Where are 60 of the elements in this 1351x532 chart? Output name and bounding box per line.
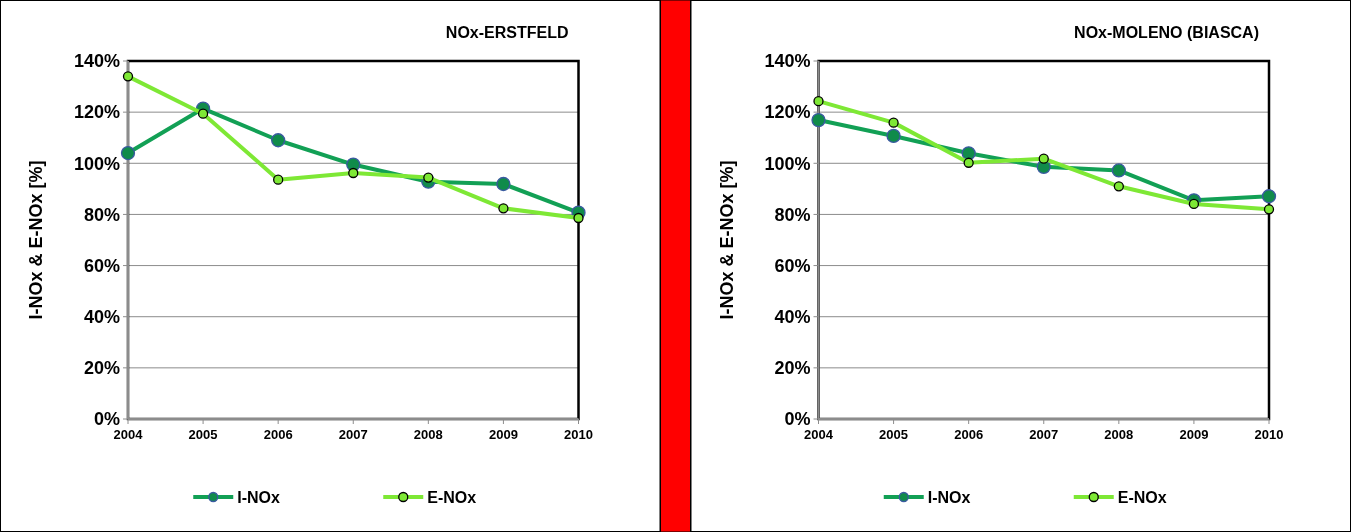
y-axis-title: I-NOx & E-NOx [%] (26, 160, 46, 320)
x-tick-label: 2008 (413, 427, 443, 442)
y-tick-label: 0% (93, 409, 120, 430)
point (273, 174, 284, 185)
point (1038, 153, 1049, 164)
x-tick-label: 2006 (954, 427, 984, 442)
y-tick-label: 0% (784, 409, 811, 430)
chart-title: NOx-ERSTFELD (445, 24, 569, 41)
y-tick-label: 60% (774, 255, 811, 276)
x-tick-label: 2009 (488, 427, 518, 442)
point (963, 157, 974, 168)
x-tick-label: 2005 (188, 427, 218, 442)
y-axis-title: I-NOx & E-NOx [%] (716, 160, 737, 320)
legend-label: I-NOx (237, 488, 281, 506)
point (271, 133, 286, 148)
point (1261, 189, 1277, 204)
point (573, 212, 584, 224)
y-tick-label: 140% (73, 51, 120, 72)
y-tick-label: 80% (83, 204, 120, 225)
point (961, 146, 976, 161)
point (886, 128, 901, 144)
point (348, 167, 359, 179)
legend-label: E-NOx (1117, 488, 1167, 506)
y-tick-label: 80% (774, 204, 811, 225)
y-tick-label: 40% (83, 307, 120, 328)
point (1188, 198, 1200, 210)
y-tick-label: 100% (764, 153, 811, 174)
x-tick-label: 2006 (263, 427, 293, 442)
x-tick-label: 2010 (1254, 427, 1284, 442)
point (120, 145, 136, 161)
y-tick-label: 20% (774, 358, 811, 379)
chart-title: NOx-MOLENO (BIASCA) (1074, 24, 1259, 41)
y-tick-label: 100% (73, 153, 120, 174)
point (813, 96, 824, 107)
x-tick-label: 2007 (338, 427, 368, 442)
x-tick-label: 2007 (1029, 427, 1059, 442)
x-tick-label: 2005 (879, 427, 909, 442)
point (1113, 181, 1124, 192)
x-tick-label: 2004 (113, 427, 144, 442)
y-tick-label: 20% (83, 358, 120, 379)
x-tick-label: 2009 (1179, 427, 1209, 442)
y-tick-label: 40% (774, 307, 811, 328)
point (496, 176, 511, 192)
point (811, 112, 826, 128)
y-tick-label: 60% (83, 255, 120, 276)
point (888, 117, 899, 128)
x-tick-label: 2010 (564, 427, 593, 442)
x-tick-label: 2008 (1104, 427, 1134, 442)
point (498, 203, 509, 214)
point (122, 71, 134, 82)
legend-label: I-NOx (927, 488, 971, 506)
y-tick-label: 120% (764, 102, 811, 123)
y-tick-label: 140% (764, 51, 811, 72)
x-tick-label: 2004 (804, 427, 834, 442)
point (1263, 204, 1275, 215)
point (423, 172, 434, 183)
point (1111, 163, 1126, 178)
point (197, 108, 209, 119)
y-tick-label: 120% (73, 102, 120, 123)
legend-label: E-NOx (427, 488, 477, 506)
